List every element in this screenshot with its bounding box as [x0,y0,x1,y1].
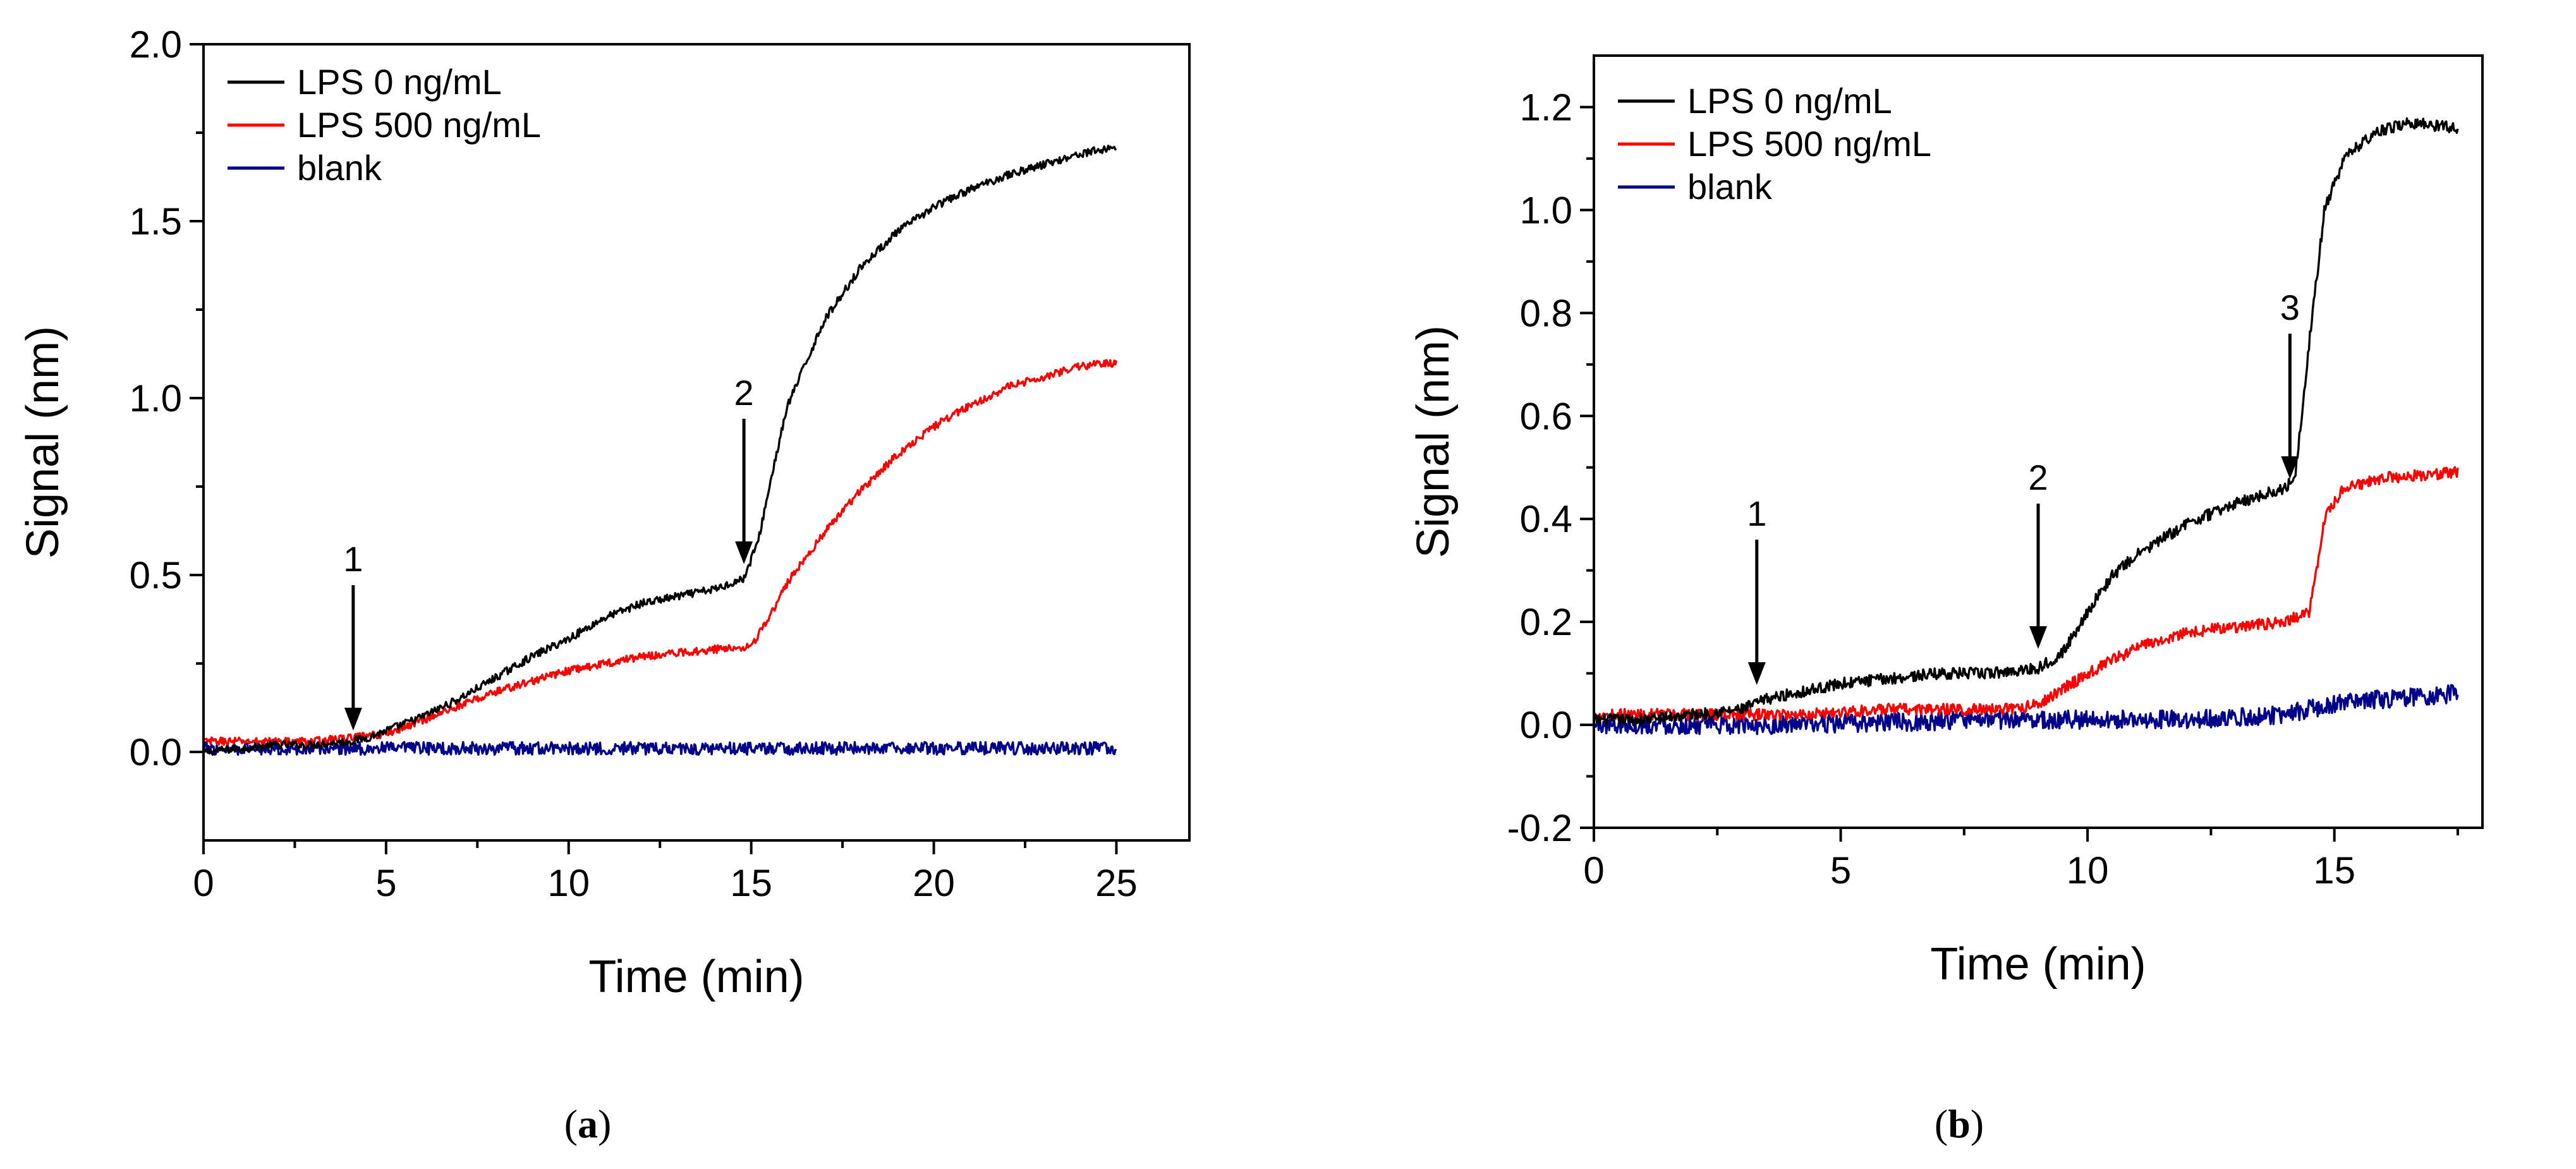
y-tick-label: 1.5 [130,200,182,243]
y-tick-label: -0.2 [1507,807,1572,849]
annotation-arrowhead [1747,662,1766,686]
annotation-arrowhead [735,541,753,564]
panel-label-open: ( [1935,1101,1948,1146]
x-tick-label: 5 [375,862,396,904]
y-tick-label: 1.0 [130,377,182,420]
y-axis-title: Signal (nm) [1408,325,1459,558]
panel-label-open: ( [564,1101,578,1146]
series-group [1595,117,2459,736]
panel-label: (a) [564,1101,612,1146]
panel-label-letter: a [578,1101,598,1146]
series-line-lps-500-ng-ml [205,359,1118,746]
x-tick-label: 10 [547,862,590,904]
plot-frame [202,43,1191,842]
annotation-label: 1 [1747,494,1766,533]
y-tick-label: 0.5 [130,554,182,597]
y-tick-label: 0.4 [1520,498,1572,540]
chart-panel-a: 0 5 10 15 20 25 0.0 0.5 1.0 1.5 2.0 Time (min) Signa… [18,23,1191,1146]
x-tick-label: 10 [2067,849,2109,892]
chart-panel-b: 0 5 10 15 -0.2 0.0 0.2 0.4 0.6 0.8 1.0 1.2 Time (min… [1408,54,2484,1146]
x-tick-label: 5 [1830,849,1851,892]
legend-label: LPS 0 ng/mL [297,62,502,102]
panel-label-close: ) [598,1101,611,1146]
x-tick-label: 15 [730,862,772,904]
x-axis-title: Time (min) [1930,939,2146,990]
series-line-lps-0-ng-ml [1595,117,2459,727]
annotation-label: 1 [343,539,363,579]
y-tick-label: 2.0 [130,23,182,66]
annotation-arrowhead [2281,456,2299,480]
panel-label-letter: b [1948,1101,1971,1146]
y-tick-label: 0.2 [1520,601,1572,643]
y-tick-label: 1.2 [1520,86,1572,128]
legend-label: LPS 500 ng/mL [297,105,541,145]
annotation-arrowhead [2029,626,2047,650]
panel-label: (b) [1935,1101,1984,1146]
y-tick-label: 0.0 [130,731,182,773]
legend-label: blank [297,148,382,188]
series-line-lps-0-ng-ml [205,144,1117,756]
panel-label-close: ) [1971,1101,1984,1146]
annotation-arrowhead [344,708,362,730]
series-group [205,144,1118,756]
y-tick-label: 0.0 [1520,704,1572,746]
x-tick-label: 0 [193,862,214,904]
plot-frame [1593,54,2484,829]
x-tick-label: 15 [2313,849,2355,892]
y-tick-label: 0.6 [1520,395,1572,437]
y-axis-title: Signal (nm) [18,326,68,559]
series-line-blank [205,741,1117,756]
annotation-label: 3 [2280,288,2300,327]
legend-label: blank [1687,167,1773,207]
annotation-label: 2 [734,373,754,413]
x-axis-title: Time (min) [588,952,804,1002]
y-tick-label: 0.8 [1520,292,1572,334]
legend-label: LPS 0 ng/mL [1687,81,1892,121]
x-tick-label: 20 [913,862,955,904]
x-tick-label: 25 [1095,862,1138,904]
series-line-lps-500-ng-ml [1595,466,2459,722]
legend-label: LPS 500 ng/mL [1687,124,1931,164]
y-tick-label: 1.0 [1520,189,1572,231]
x-tick-label: 0 [1583,849,1604,892]
annotation-label: 2 [2028,457,2048,497]
